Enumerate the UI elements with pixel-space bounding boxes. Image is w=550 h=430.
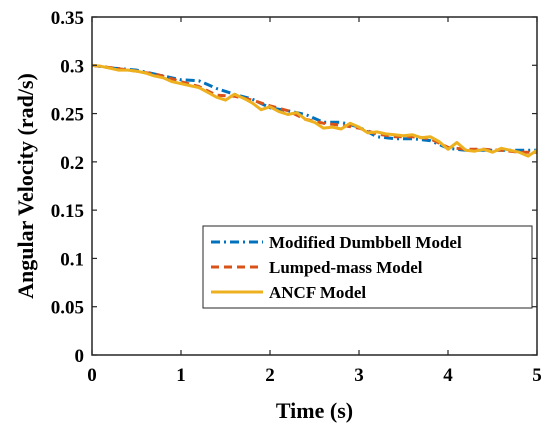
x-tick-label: 5 [532, 365, 542, 386]
legend-label-1: Modified Dumbbell Model [269, 233, 462, 252]
y-tick-label: 0.15 [51, 201, 84, 222]
legend-label-3: ANCF Model [269, 283, 366, 302]
x-tick-label: 4 [443, 365, 453, 386]
axis-ticks: 0 1 2 3 4 5 0 0.05 0.1 0.15 0.2 0.25 0.3 0.35 [51, 8, 542, 386]
x-tick-label: 1 [176, 365, 186, 386]
series-line-2 [91, 63, 537, 154]
y-tick-label: 0.3 [60, 56, 84, 77]
legend: Modified Dumbbell Model Lumped-mass Model… [202, 225, 533, 309]
y-tick-label: 0.35 [51, 8, 84, 29]
x-tick-label: 2 [265, 365, 275, 386]
legend-label-2: Lumped-mass Model [269, 258, 423, 277]
y-axis-title: Angular Velocity (rad/s) [13, 73, 38, 299]
series-line-3 [91, 63, 538, 158]
y-tick-label: 0.05 [51, 298, 84, 319]
x-axis-title: Time (s) [276, 398, 353, 423]
x-tick-label: 0 [87, 365, 97, 386]
y-tick-label: 0.2 [60, 153, 84, 174]
y-tick-label: 0.25 [51, 105, 84, 126]
x-tick-label: 3 [354, 365, 364, 386]
axes-frame [91, 16, 538, 356]
plot-area [91, 63, 538, 158]
y-tick-label: 0 [75, 346, 85, 367]
y-tick-label: 0.1 [60, 249, 84, 270]
